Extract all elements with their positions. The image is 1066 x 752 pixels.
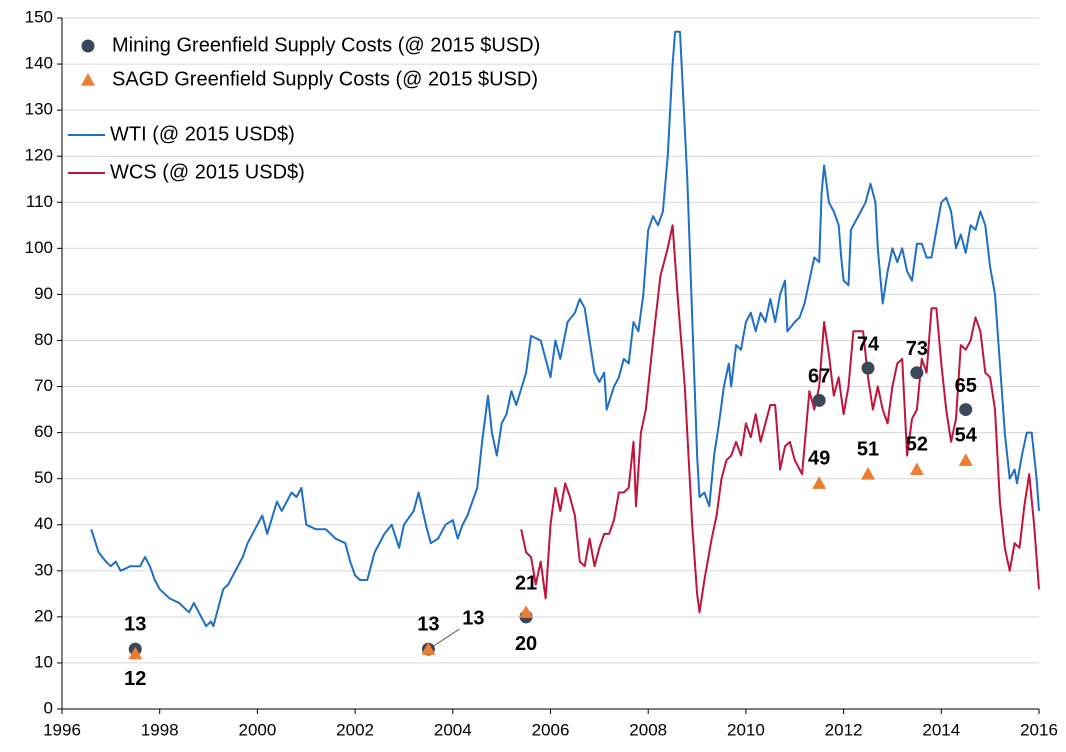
y-tick-label: 120	[25, 146, 53, 165]
y-tick-label: 40	[34, 514, 53, 533]
data-label: 65	[955, 375, 977, 397]
sagd-point	[812, 476, 827, 489]
x-tick-label: 2014	[922, 720, 960, 739]
y-tick-label: 100	[25, 238, 53, 257]
data-label: 20	[515, 633, 537, 655]
data-label: 67	[808, 366, 830, 388]
data-label: 73	[906, 338, 928, 360]
data-label: 52	[906, 434, 928, 456]
mining-point	[812, 393, 826, 407]
legend-marker	[81, 73, 95, 86]
sagd-point	[909, 462, 924, 476]
data-label: 49	[808, 448, 830, 470]
sagd-point	[958, 453, 973, 466]
y-tick-label: 90	[34, 284, 53, 303]
data-label: 13	[462, 607, 484, 629]
mining-point	[861, 361, 875, 375]
y-tick-label: 0	[44, 698, 53, 717]
y-tick-label: 110	[26, 192, 53, 211]
x-tick-label: 2010	[727, 720, 765, 739]
x-tick-label: 2012	[825, 720, 863, 739]
sagd-point	[861, 467, 876, 480]
y-tick-label: 70	[34, 376, 53, 395]
y-tick-label: 130	[25, 100, 53, 119]
y-tick-label: 140	[25, 54, 53, 73]
x-tick-label: 2000	[238, 720, 276, 739]
legend-marker	[81, 39, 95, 53]
x-tick-label: 2002	[336, 720, 374, 739]
y-tick-label: 150	[25, 7, 53, 26]
x-tick-label: 1996	[43, 720, 81, 739]
x-tick-label: 2016	[1020, 720, 1058, 739]
mining-point	[910, 366, 924, 380]
line-series	[520, 224, 1040, 614]
data-label: 13	[124, 613, 146, 635]
data-label: 12	[124, 668, 146, 690]
x-tick-label: 2004	[434, 720, 472, 739]
y-tick-label: 10	[34, 652, 53, 671]
data-label: 54	[955, 425, 978, 447]
legend-label: SAGD Greenfield Supply Costs (@ 2015 $US…	[112, 68, 538, 90]
y-tick-label: 20	[34, 606, 53, 625]
legend-label: WCS (@ 2015 USD$)	[110, 161, 305, 183]
y-tick-label: 80	[34, 330, 53, 349]
data-label: 51	[857, 438, 879, 460]
data-label: 21	[515, 573, 537, 595]
legend-label: Mining Greenfield Supply Costs (@ 2015 $…	[112, 34, 540, 56]
y-tick-label: 60	[34, 422, 53, 441]
sagd-point	[519, 605, 534, 618]
x-tick-label: 2008	[629, 720, 667, 739]
data-label: 13	[417, 613, 439, 635]
x-tick-label: 2006	[532, 720, 570, 739]
x-tick-label: 1998	[141, 720, 179, 739]
sagd-point	[421, 642, 436, 655]
sagd-point	[128, 646, 143, 660]
leader-line	[433, 628, 460, 647]
data-label: 74	[857, 333, 880, 355]
y-tick-label: 50	[34, 468, 53, 487]
y-tick-label: 30	[34, 560, 53, 579]
mining-point	[959, 403, 973, 417]
legend-label: WTI (@ 2015 USD$)	[110, 123, 295, 145]
line-series	[90, 30, 1040, 628]
